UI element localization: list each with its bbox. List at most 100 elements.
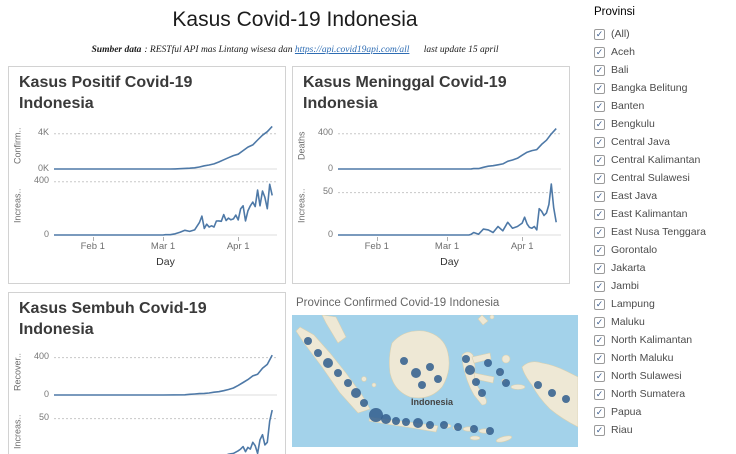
filter-item[interactable]: ✓ Riau: [594, 421, 734, 439]
checkbox-checked-icon[interactable]: ✓: [594, 64, 605, 76]
filter-item[interactable]: ✓ East Nusa Tenggara: [594, 223, 734, 241]
province-dot[interactable]: [413, 418, 423, 428]
province-dot[interactable]: [548, 389, 556, 397]
province-dot[interactable]: [344, 379, 352, 387]
filter-item[interactable]: ✓ Papua: [594, 403, 734, 421]
province-dot[interactable]: [360, 399, 368, 407]
province-dot[interactable]: [369, 408, 383, 422]
filter-item[interactable]: ✓ Central Java: [594, 133, 734, 151]
checkbox-checked-icon[interactable]: ✓: [594, 406, 605, 418]
province-dot[interactable]: [411, 368, 421, 378]
filter-item[interactable]: ✓ North Sumatera: [594, 385, 734, 403]
line-chart-confirmed-increase[interactable]: [54, 175, 277, 237]
province-dot[interactable]: [426, 363, 434, 371]
filter-item[interactable]: ✓ East Kalimantan: [594, 205, 734, 223]
province-dot[interactable]: [502, 379, 510, 387]
checkbox-checked-icon[interactable]: ✓: [594, 424, 605, 436]
province-dot[interactable]: [334, 369, 342, 377]
province-dot[interactable]: [440, 421, 448, 429]
filter-item[interactable]: ✓ Jakarta: [594, 259, 734, 277]
filter-item[interactable]: ✓ Central Kalimantan: [594, 151, 734, 169]
province-dot[interactable]: [434, 375, 442, 383]
filter-item[interactable]: ✓ Bengkulu: [594, 115, 734, 133]
province-dot[interactable]: [462, 355, 470, 363]
checkbox-checked-icon[interactable]: ✓: [594, 352, 605, 364]
map-title: Province Confirmed Covid-19 Indonesia: [296, 297, 500, 309]
y-tick-label: 4K: [37, 127, 49, 138]
checkbox-checked-icon[interactable]: ✓: [594, 316, 605, 328]
filter-item[interactable]: ✓ North Kalimantan: [594, 331, 734, 349]
x-tick-mark: [376, 236, 378, 241]
filter-item[interactable]: ✓ Lampung: [594, 295, 734, 313]
province-dot[interactable]: [426, 421, 434, 429]
province-dot[interactable]: [400, 357, 408, 365]
province-dot[interactable]: [304, 337, 312, 345]
province-dot[interactable]: [478, 389, 486, 397]
checkbox-checked-icon[interactable]: ✓: [594, 190, 605, 202]
province-dot[interactable]: [562, 395, 570, 403]
filter-item[interactable]: ✓ Jambi: [594, 277, 734, 295]
line-chart-deaths-increase[interactable]: [338, 175, 561, 237]
filter-item[interactable]: ✓ Banten: [594, 97, 734, 115]
filter-item[interactable]: ✓ Aceh: [594, 43, 734, 61]
checkbox-checked-icon[interactable]: ✓: [594, 334, 605, 346]
checkbox-checked-icon[interactable]: ✓: [594, 208, 605, 220]
line-chart-confirmed[interactable]: [54, 121, 277, 171]
province-dot[interactable]: [454, 423, 462, 431]
filter-item[interactable]: ✓ (All): [594, 25, 734, 43]
province-map[interactable]: Indonesia: [292, 314, 579, 447]
filter-item[interactable]: ✓ Gorontalo: [594, 241, 734, 259]
province-dot[interactable]: [465, 365, 475, 375]
province-dot[interactable]: [381, 414, 391, 424]
checkbox-checked-icon[interactable]: ✓: [594, 298, 605, 310]
checkbox-checked-icon[interactable]: ✓: [594, 280, 605, 292]
filter-item[interactable]: ✓ Bali: [594, 61, 734, 79]
province-dot[interactable]: [496, 368, 504, 376]
province-dot[interactable]: [351, 388, 361, 398]
province-dot[interactable]: [472, 378, 480, 386]
filter-item[interactable]: ✓ East Java: [594, 187, 734, 205]
province-dot[interactable]: [486, 427, 494, 435]
api-link[interactable]: https://api.covid19api.com/all: [294, 45, 410, 55]
indonesia-map-svg: Indonesia: [292, 314, 579, 447]
checkbox-checked-icon[interactable]: ✓: [594, 100, 605, 112]
checkbox-checked-icon[interactable]: ✓: [594, 388, 605, 400]
line-chart-deaths[interactable]: [338, 121, 561, 171]
province-dot[interactable]: [484, 359, 492, 367]
line-chart-recovered-increase[interactable]: [54, 401, 277, 454]
province-dot[interactable]: [534, 381, 542, 389]
y-tick-label: 0: [327, 228, 333, 239]
province-dot[interactable]: [402, 418, 410, 426]
province-dot[interactable]: [418, 381, 426, 389]
province-dot[interactable]: [392, 417, 400, 425]
filter-item[interactable]: ✓ North Maluku: [594, 349, 734, 367]
y-tick-label: 0: [327, 162, 333, 173]
checkbox-checked-icon[interactable]: ✓: [594, 82, 605, 94]
panel-kasus-sembuh: Kasus Sembuh Covid-19 Indonesia Recover.…: [8, 292, 286, 454]
checkbox-checked-icon[interactable]: ✓: [594, 28, 605, 40]
y-tick-label: 50: [38, 412, 49, 423]
province-dot[interactable]: [470, 425, 478, 433]
filter-item-label: Papua: [611, 406, 642, 418]
line-chart-recovered[interactable]: [54, 347, 277, 397]
filter-item[interactable]: ✓ Bangka Belitung: [594, 79, 734, 97]
filter-item-label: Central Sulawesi: [611, 172, 690, 184]
filter-item[interactable]: ✓ Central Sulawesi: [594, 169, 734, 187]
checkbox-checked-icon[interactable]: ✓: [594, 136, 605, 148]
checkbox-checked-icon[interactable]: ✓: [594, 262, 605, 274]
checkbox-checked-icon[interactable]: ✓: [594, 118, 605, 130]
filter-item-label: Bangka Belitung: [611, 82, 688, 94]
checkbox-checked-icon[interactable]: ✓: [594, 154, 605, 166]
checkbox-checked-icon[interactable]: ✓: [594, 226, 605, 238]
checkbox-checked-icon[interactable]: ✓: [594, 46, 605, 58]
filter-item[interactable]: ✓ Maluku: [594, 313, 734, 331]
province-dot[interactable]: [314, 349, 322, 357]
y-axis-ticks-deaths-increase: 50 0: [308, 175, 338, 239]
checkbox-checked-icon[interactable]: ✓: [594, 244, 605, 256]
x-axis-ticks-meninggal: Feb 1 Mar 1 Apr 1: [338, 236, 561, 255]
checkbox-checked-icon[interactable]: ✓: [594, 370, 605, 382]
filter-item[interactable]: ✓ North Sulawesi: [594, 367, 734, 385]
province-dot[interactable]: [323, 358, 333, 368]
checkbox-checked-icon[interactable]: ✓: [594, 172, 605, 184]
